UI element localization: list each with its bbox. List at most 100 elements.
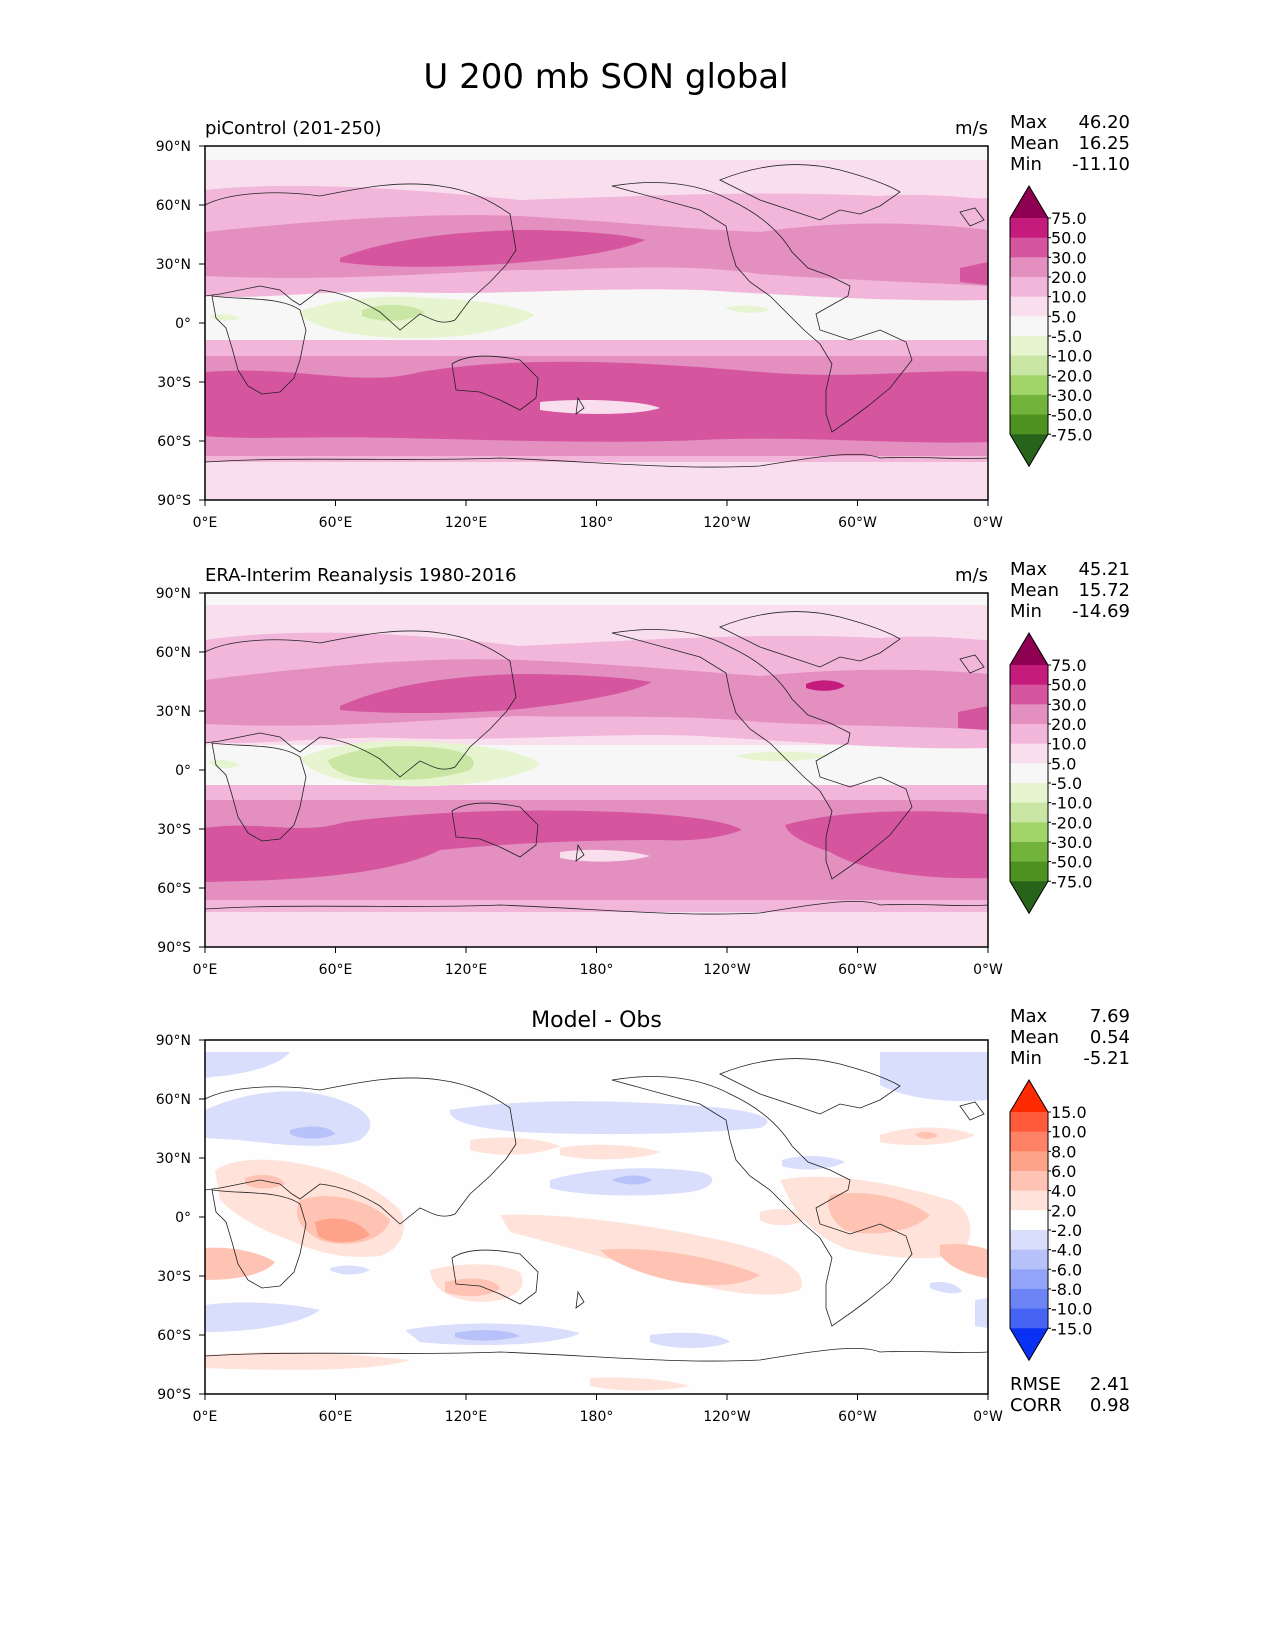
stat-value: 16.25 xyxy=(1078,133,1130,154)
lon-tick: 120°E xyxy=(445,962,488,978)
colorbar-extend-max xyxy=(1010,186,1048,218)
lat-tick: 90°S xyxy=(157,940,191,956)
lat-tick: 90°S xyxy=(157,493,191,509)
panel-units-obs: m/s xyxy=(955,565,988,586)
colorbar-swatch xyxy=(1010,1190,1048,1211)
lat-tick: 30°N xyxy=(156,704,191,720)
colorbar-swatch xyxy=(1010,1308,1048,1329)
panel-model: 90°N 60°N 30°N 0° 30°S 60°S 90°S 0°E 60°… xyxy=(156,112,1130,531)
colorbar-swatch xyxy=(1010,1112,1048,1133)
stat-label: Min xyxy=(1010,1048,1042,1069)
lat-tick: 30°S xyxy=(157,822,191,838)
colorbar-swatch xyxy=(1010,237,1048,258)
colorbar-swatch xyxy=(1010,704,1048,725)
lat-tick: 30°S xyxy=(157,375,191,391)
lat-tick: 90°N xyxy=(156,1033,191,1049)
colorbar-level-label: 8.0 xyxy=(1051,1142,1076,1161)
colorbar-level-label: 5.0 xyxy=(1051,754,1076,773)
colorbar-level-label: 50.0 xyxy=(1051,229,1087,248)
stat-label: Max xyxy=(1010,559,1048,580)
lon-tick: 60°W xyxy=(838,1409,877,1425)
lat-tick-marks-obs xyxy=(199,592,205,948)
colorbar-swatch xyxy=(1010,822,1048,843)
map-field-model xyxy=(205,146,988,500)
colorbar-obs: 75.050.030.020.010.05.0-5.0-10.0-20.0-30… xyxy=(1009,632,1092,915)
colorbar-level-label: -20.0 xyxy=(1051,813,1092,832)
stat-label: Mean xyxy=(1010,1027,1059,1048)
lon-tick: 120°W xyxy=(703,962,751,978)
colorbar-level-label: 30.0 xyxy=(1051,248,1087,267)
lon-tick: 0°E xyxy=(193,1409,218,1425)
colorbar-model: 75.050.030.020.010.05.0-5.0-10.0-20.0-30… xyxy=(1009,185,1092,468)
lon-tick: 60°W xyxy=(838,962,877,978)
colorbar-swatch xyxy=(1010,375,1048,396)
lat-tick: 30°N xyxy=(156,257,191,273)
colorbar-swatch xyxy=(1010,841,1048,863)
colorbar-level-label: 20.0 xyxy=(1051,268,1087,287)
colorbar-level-label: -8.0 xyxy=(1051,1280,1082,1299)
colorbar-swatch xyxy=(1010,1210,1048,1231)
stat-value: -14.69 xyxy=(1072,601,1130,622)
stat-label: Min xyxy=(1010,154,1042,175)
lon-tick: 60°W xyxy=(838,515,877,531)
colorbar-extend-max xyxy=(1010,1080,1048,1112)
colorbar-level-label: -75.0 xyxy=(1051,872,1092,891)
colorbar-extend-min xyxy=(1010,881,1048,914)
lon-tick: 180° xyxy=(580,1409,614,1425)
rmse-label: RMSE xyxy=(1010,1374,1061,1395)
lat-tick: 60°S xyxy=(157,434,191,450)
stat-label: Min xyxy=(1010,601,1042,622)
colorbar-level-label: -15.0 xyxy=(1051,1319,1092,1338)
colorbar-level-label: 2.0 xyxy=(1051,1201,1076,1220)
coastlines-obs xyxy=(205,611,988,915)
colorbar-level-label: -5.0 xyxy=(1051,327,1082,346)
panel-title-model: piControl (201-250) xyxy=(205,118,381,139)
colorbar-level-label: 75.0 xyxy=(1051,656,1087,675)
colorbar-level-label: -30.0 xyxy=(1051,386,1092,405)
lon-tick-marks-diff xyxy=(204,1394,989,1400)
rmse-value: 2.41 xyxy=(1090,1374,1130,1395)
colorbar-level-label: 10.0 xyxy=(1051,1123,1087,1142)
colorbar-swatch xyxy=(1010,1170,1048,1192)
colorbar-diff: 15.010.08.06.04.02.0-2.0-4.0-6.0-8.0-10.… xyxy=(1009,1079,1092,1362)
lon-ticks-obs: 0°E 60°E 120°E 180° 120°W 60°W 0°W xyxy=(193,962,1003,978)
colorbar-level-label: 20.0 xyxy=(1051,715,1087,734)
colorbar-level-label: -4.0 xyxy=(1051,1241,1082,1260)
colorbar-level-label: -10.0 xyxy=(1051,794,1092,813)
lat-ticks-model: 90°N 60°N 30°N 0° 30°S 60°S 90°S xyxy=(156,139,191,509)
lon-tick: 120°W xyxy=(703,515,751,531)
colorbar-extend-min xyxy=(1010,1328,1048,1361)
stat-label: Mean xyxy=(1010,580,1059,601)
stat-value: 45.21 xyxy=(1078,559,1130,580)
lat-ticks-obs: 90°N 60°N 30°N 0° 30°S 60°S 90°S xyxy=(156,586,191,956)
lon-tick: 120°W xyxy=(703,1409,751,1425)
colorbar-level-label: -30.0 xyxy=(1051,833,1092,852)
colorbar-swatch xyxy=(1010,723,1048,745)
panel-title-diff: Model - Obs xyxy=(531,1008,662,1033)
colorbar-swatch xyxy=(1010,296,1048,317)
stat-value: -5.21 xyxy=(1083,1048,1130,1069)
lat-tick: 90°N xyxy=(156,139,191,155)
lat-tick: 60°S xyxy=(157,881,191,897)
figure-title: U 200 mb SON global xyxy=(423,57,788,97)
lon-tick: 60°E xyxy=(319,962,353,978)
error-stats-diff: RMSE 2.41 CORR 0.98 xyxy=(1010,1374,1130,1416)
lon-tick: 0°W xyxy=(973,1409,1003,1425)
colorbar-swatch xyxy=(1010,861,1048,882)
lon-tick: 0°E xyxy=(193,515,218,531)
coastlines-model xyxy=(205,164,988,468)
lat-tick-marks-model xyxy=(199,145,205,501)
stat-value: 0.54 xyxy=(1090,1027,1130,1048)
coastlines-diff xyxy=(205,1058,988,1362)
colorbar-swatch xyxy=(1010,335,1048,357)
lon-tick: 120°E xyxy=(445,515,488,531)
map-field-diff xyxy=(205,1040,988,1394)
colorbar-level-label: -5.0 xyxy=(1051,774,1082,793)
panel-obs: 90°N 60°N 30°N 0° 30°S 60°S 90°S 0°E 60°… xyxy=(156,559,1130,978)
colorbar-swatch xyxy=(1010,218,1048,239)
map-field-obs xyxy=(205,593,988,947)
lon-tick: 120°E xyxy=(445,1409,488,1425)
stat-value: 15.72 xyxy=(1078,580,1130,601)
colorbar-level-label: 5.0 xyxy=(1051,307,1076,326)
